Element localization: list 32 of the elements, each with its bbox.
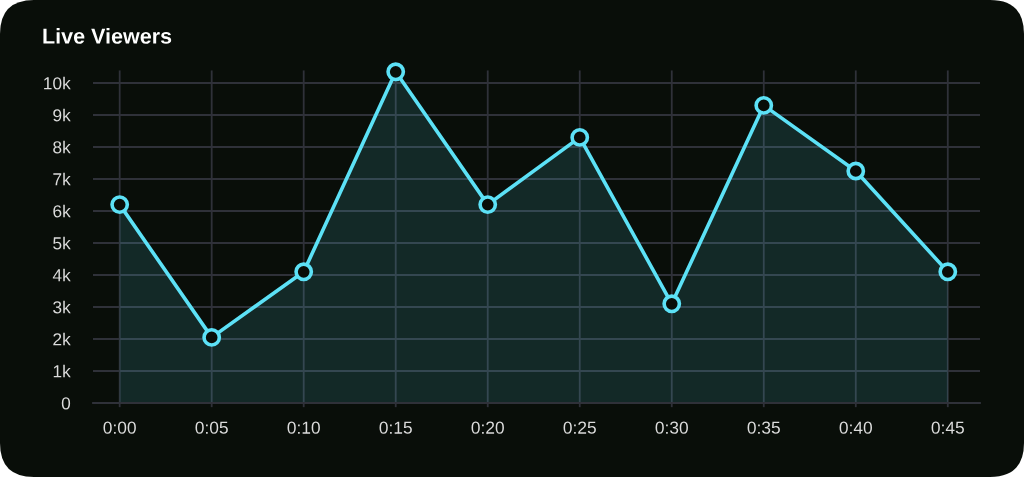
point	[202, 327, 222, 347]
point	[110, 195, 130, 215]
y-tick-label: 4k	[52, 268, 71, 282]
point	[662, 294, 682, 314]
y-tick-label: 2k	[53, 332, 71, 346]
x-tick-label: 0:00	[103, 421, 136, 434]
point	[386, 62, 406, 82]
y-tick-label: 6k	[53, 204, 71, 218]
x-tick-label: 0:45	[931, 421, 964, 434]
point	[938, 262, 958, 282]
y-tick-label: 9k	[53, 108, 71, 122]
point	[846, 161, 866, 181]
y-tick-label: 8k	[53, 140, 71, 154]
y-tick-label: 3k	[53, 300, 71, 314]
x-tick-label: 0:40	[839, 421, 872, 434]
point	[294, 262, 314, 282]
x-tick-label: 0:05	[195, 421, 228, 434]
x-tick-label: 0:20	[471, 421, 504, 434]
y-tick-label: 7k	[53, 172, 71, 186]
y-tick-label: 10k	[44, 76, 71, 90]
y-tick-label: 1k	[53, 364, 71, 378]
x-tick-label: 0:35	[747, 421, 780, 434]
x-tick-label: 0:15	[379, 421, 412, 434]
y-tick-label: 0	[61, 397, 71, 410]
x-tick-label: 0:10	[287, 421, 320, 434]
x-tick-label: 0:30	[655, 421, 688, 434]
x-tick-label: 0:25	[563, 421, 596, 434]
point	[570, 127, 590, 147]
y-tick-label: 5k	[53, 236, 71, 250]
point	[754, 95, 774, 115]
point	[478, 195, 498, 215]
chart-title: Live Viewers	[43, 27, 172, 44]
